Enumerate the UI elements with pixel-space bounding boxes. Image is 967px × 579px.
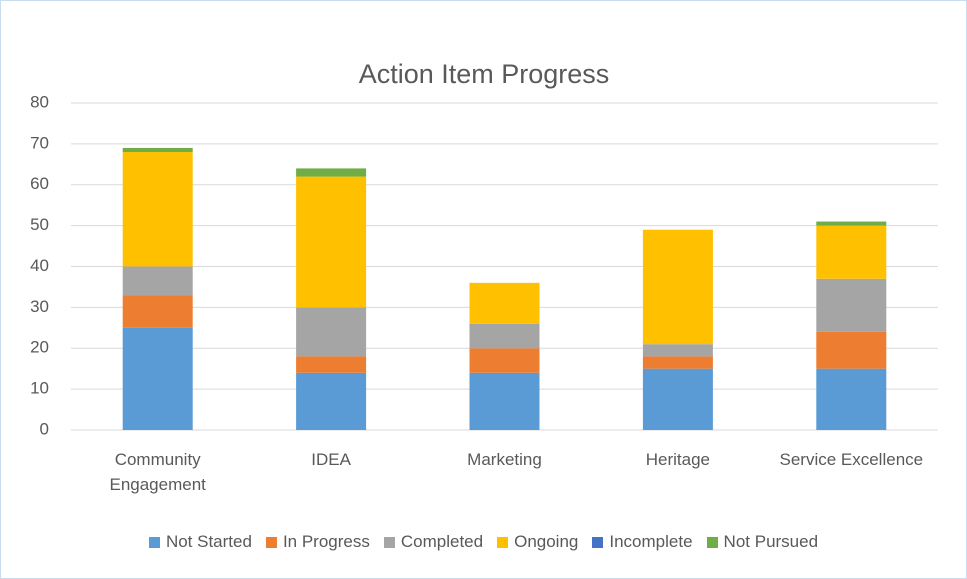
legend-item: Incomplete: [592, 532, 693, 552]
legend-label: Not Pursued: [723, 532, 819, 551]
bar-segment: [296, 176, 367, 308]
legend-swatch: [148, 536, 160, 548]
legend-swatch: [265, 536, 277, 548]
chart-title: Action Item Progress: [359, 59, 610, 89]
bar-segment: [642, 344, 713, 357]
bar-segment: [469, 323, 540, 349]
bar-segment: [816, 331, 887, 369]
y-tick-label: 70: [30, 133, 49, 152]
bar-segment: [122, 147, 193, 153]
bar-segment: [296, 372, 367, 430]
bar-segment: [122, 266, 193, 296]
legend-label: Ongoing: [514, 532, 579, 551]
bar-segment: [642, 356, 713, 369]
y-tick-label: 80: [30, 92, 49, 111]
legend-label: In Progress: [282, 532, 370, 551]
y-tick-label: 30: [30, 297, 49, 316]
y-tick-label: 40: [30, 256, 49, 275]
legend-label: Incomplete: [609, 532, 693, 551]
legend-item: Not Started: [148, 532, 252, 552]
legend-item: In Progress: [265, 532, 370, 552]
legend-label: Not Started: [165, 532, 252, 551]
bar-segment: [469, 348, 540, 373]
y-tick-label: 60: [30, 174, 49, 193]
y-tick-label: 10: [30, 379, 49, 398]
legend: Not Started In Progress Completed Ongoing In…: [1, 532, 966, 552]
y-tick-label: 20: [30, 338, 49, 357]
bar-segment: [122, 295, 193, 328]
x-tick-label: Community Engagement: [109, 450, 206, 494]
legend-swatch: [497, 536, 509, 548]
legend-swatch: [592, 536, 604, 548]
y-tick-label: 0: [40, 419, 49, 438]
x-tick-label: Service Excellence: [779, 450, 924, 469]
legend-swatch: [383, 536, 395, 548]
bar-segment: [816, 368, 887, 430]
y-tick-label: 50: [30, 215, 49, 234]
bar-segment: [816, 221, 887, 226]
x-tick-label: Marketing: [467, 450, 542, 469]
x-tick-label: IDEA: [311, 450, 351, 469]
bar-segment: [122, 152, 193, 267]
legend-label: Completed: [400, 532, 484, 551]
bar-segment: [469, 282, 540, 324]
bar-segment: [816, 278, 887, 332]
x-tick-label: Heritage: [645, 450, 711, 469]
legend-item: Not Pursued: [706, 532, 819, 552]
bar-segment: [642, 368, 713, 430]
bar-segment: [816, 225, 887, 279]
legend-swatch: [706, 536, 718, 548]
bar-segment: [469, 372, 540, 430]
bar-segment: [296, 356, 367, 373]
bar-segment: [642, 229, 713, 345]
bar-segment: [296, 168, 367, 177]
legend-item: Ongoing: [497, 532, 578, 552]
legend-item: Completed: [383, 532, 484, 552]
bar-segment: [296, 307, 367, 357]
bar-segment: [122, 327, 193, 430]
